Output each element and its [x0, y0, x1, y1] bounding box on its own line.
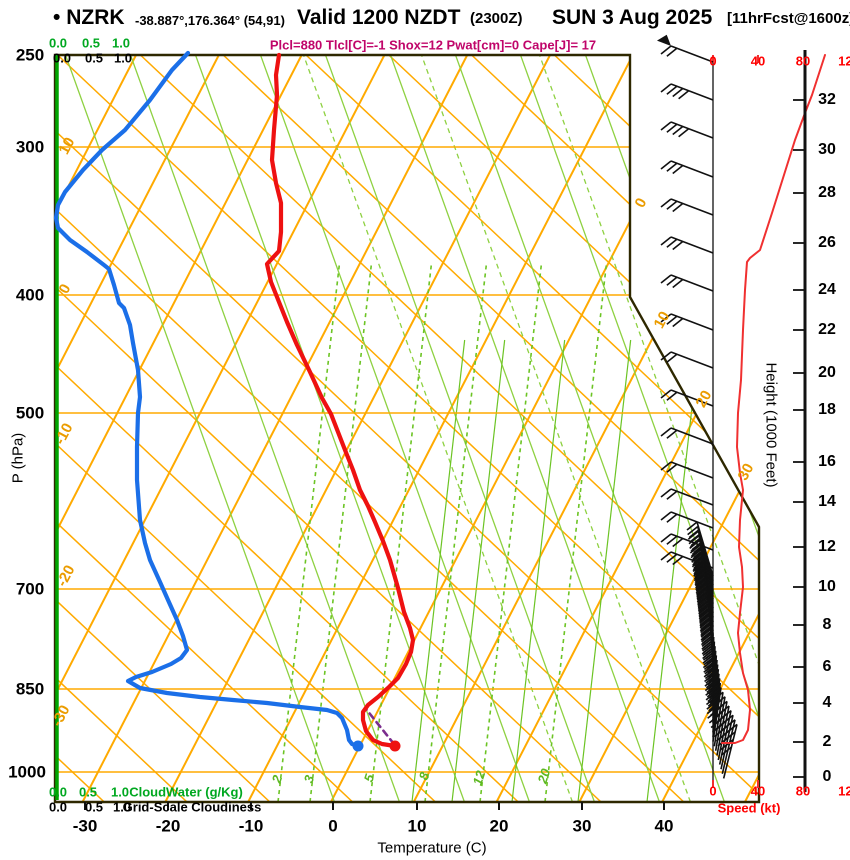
cloudwater-scale-top: 0.5 — [81, 35, 101, 51]
height-tick-label: 24 — [818, 281, 836, 298]
cloudwater-scale-top: 0.0 — [48, 35, 68, 51]
speed-tick-label-top: 80 — [795, 53, 811, 69]
cloudwater-scale-bottom: CloudWater (g/Kg) — [129, 784, 243, 800]
pressure-tick-label: 700 — [15, 579, 45, 599]
pressure-tick-label: 400 — [15, 285, 45, 305]
speed-tick-label-top: 0 — [709, 53, 717, 69]
temperature-tick-label: -30 — [72, 816, 98, 836]
height-tick-label: 4 — [822, 694, 832, 711]
temperature-tick-label: 20 — [489, 816, 509, 836]
speed-tick-label-top: 120 — [838, 53, 850, 69]
temperature-tick-label: -20 — [155, 816, 181, 836]
height-tick-label: 0 — [822, 768, 832, 785]
height-tick-label: 32 — [818, 91, 836, 108]
temperature-tick-label: 40 — [654, 816, 674, 836]
height-axis-title: Height (1000 Feet) — [762, 362, 780, 488]
zulu-time: (2300Z) — [470, 10, 523, 27]
station-coords: -38.887°,176.364° (54,91) — [135, 13, 285, 28]
cloudiness-scale-bottom: 0.5 — [84, 799, 104, 815]
temperature-axis-title: Temperature (C) — [377, 839, 487, 857]
height-tick-label: 30 — [818, 141, 836, 158]
speed-tick-label-bottom: 120 — [838, 783, 850, 799]
cloudiness-scale-bottom: 0.0 — [48, 799, 68, 815]
height-tick-label: 18 — [818, 401, 836, 418]
height-tick-label: 12 — [818, 538, 836, 555]
cloudiness-scale-top: 0.0 — [52, 50, 72, 66]
cloudwater-scale-top: 1.0 — [111, 35, 131, 51]
valid-time: Valid 1200 NZDT — [297, 6, 461, 29]
pressure-tick-label: 1000 — [8, 762, 46, 782]
speed-tick-label-bottom: 40 — [750, 783, 766, 799]
speed-tick-label-top: 40 — [750, 53, 766, 69]
cloudwater-scale-bottom: 0.5 — [78, 784, 98, 800]
valid-date: SUN 3 Aug 2025 — [552, 6, 713, 29]
cloudwater-scale-bottom: 0.0 — [48, 784, 68, 800]
station-title: • NZRK — [53, 6, 125, 30]
height-tick-label: 14 — [818, 493, 836, 510]
speed-axis-title: Speed (kt) — [717, 800, 781, 816]
height-tick-label: 16 — [818, 453, 836, 470]
height-tick-label: 10 — [818, 578, 836, 595]
station-marker: • — [53, 6, 61, 29]
cloudiness-scale-top: 0.5 — [84, 50, 104, 66]
temperature-tick-label: 0 — [328, 816, 338, 836]
forecast-hour: [11hrFcst@1600z] — [727, 10, 850, 27]
cloudiness-scale-bottom: 1.0 — [112, 799, 132, 815]
speed-tick-label-bottom: 80 — [795, 783, 811, 799]
height-tick-label: 8 — [822, 616, 832, 633]
temperature-tick-label: -10 — [238, 816, 264, 836]
height-tick-label: 22 — [818, 321, 836, 338]
pressure-axis-title: P (hPa) — [9, 432, 27, 484]
station-name: NZRK — [66, 6, 125, 29]
pressure-tick-label: 300 — [15, 137, 45, 157]
cloudwater-scale-bottom: 1.0 — [110, 784, 130, 800]
pressure-tick-label: 850 — [15, 679, 45, 699]
pressure-tick-label: 250 — [15, 45, 45, 65]
cloudiness-scale-top: 1.0 — [113, 50, 133, 66]
cloudiness-scale-bottom: Grid-Scale Cloudiness — [122, 799, 262, 815]
height-tick-label: 2 — [822, 733, 832, 750]
temperature-tick-label: 30 — [572, 816, 592, 836]
height-tick-label: 20 — [818, 364, 836, 381]
temperature-tick-label: 10 — [407, 816, 427, 836]
sounding-indices: Plcl=880 Tlcl[C]=-1 Shox=12 Pwat[cm]=0 C… — [269, 37, 597, 53]
speed-tick-label-bottom: 0 — [709, 783, 717, 799]
height-tick-label: 26 — [818, 234, 836, 251]
pressure-tick-label: 500 — [15, 403, 45, 423]
height-tick-label: 6 — [822, 658, 832, 675]
height-tick-label: 28 — [818, 184, 836, 201]
